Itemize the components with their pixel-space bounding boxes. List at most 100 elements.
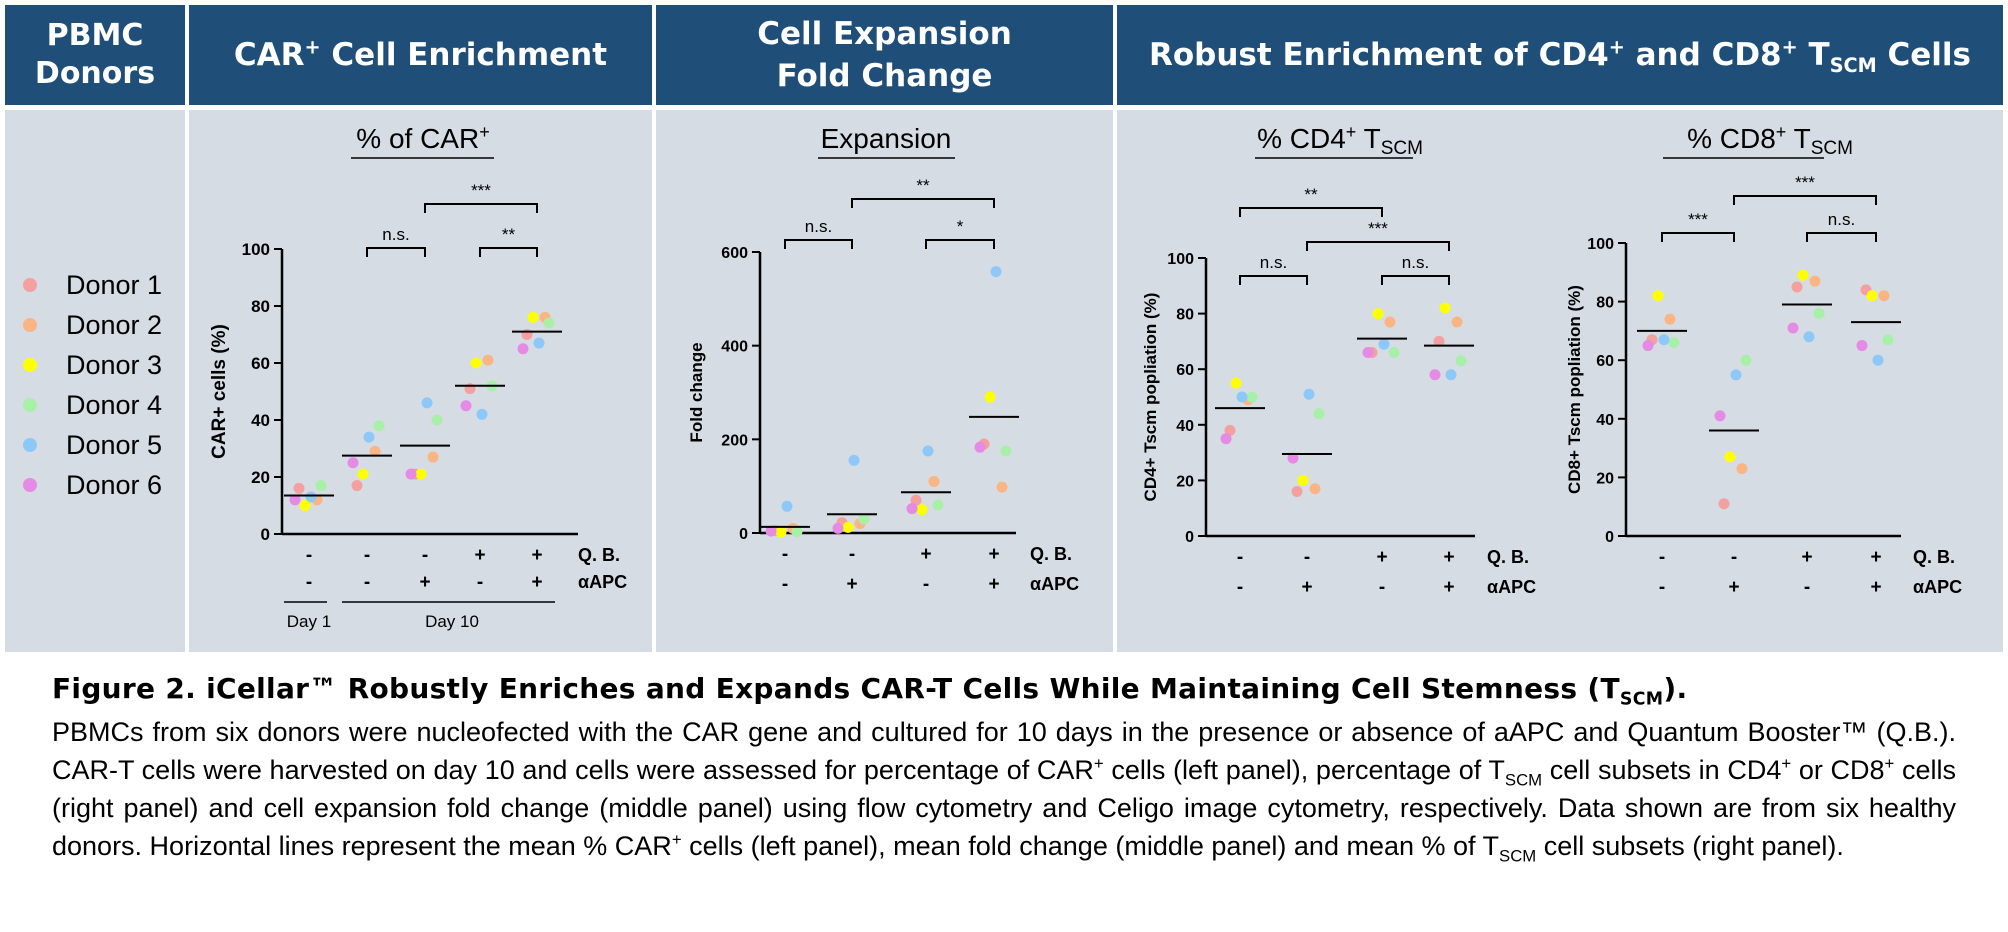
apc-sign: + xyxy=(988,574,999,595)
data-point-donor-5 xyxy=(1658,334,1670,346)
data-point-donor-4 xyxy=(431,414,443,426)
data-point-donor-3 xyxy=(1230,377,1242,389)
data-point-donor-1 xyxy=(293,482,305,494)
caption-title: Figure 2. iCellar™ Robustly Enriches and… xyxy=(52,672,1688,710)
significance-label: ** xyxy=(1304,185,1318,204)
legend-label-donor-4: Donor 4 xyxy=(66,390,162,420)
data-point-donor-5 xyxy=(1730,369,1742,381)
data-point-donor-1 xyxy=(1433,335,1445,347)
significance-label: * xyxy=(957,217,964,236)
data-point-donor-3 xyxy=(527,311,539,323)
data-point-donor-5 xyxy=(922,445,934,457)
legend-marker-donor-2 xyxy=(23,318,37,332)
data-point-donor-5 xyxy=(1445,369,1457,381)
header-car-enrichment: CAR+ Cell Enrichment xyxy=(189,5,652,105)
chart-title: % of CAR+ xyxy=(356,122,489,154)
qb-sign: - xyxy=(1304,547,1310,568)
tscm-panel-bg xyxy=(1117,110,2003,652)
qb-sign: + xyxy=(1376,547,1387,568)
legend-marker-donor-5 xyxy=(23,438,37,452)
significance-bracket xyxy=(1381,275,1450,285)
significance-bracket xyxy=(851,198,995,208)
significance-label: n.s. xyxy=(1260,253,1287,272)
data-point-donor-6 xyxy=(405,468,417,480)
qb-sign: - xyxy=(306,545,312,566)
data-point-donor-5 xyxy=(533,337,545,349)
y-tick-label: 80 xyxy=(251,297,270,316)
y-tick-label: 0 xyxy=(261,525,270,544)
data-point-donor-4 xyxy=(858,513,870,525)
chart-title: Expansion xyxy=(821,123,952,154)
chart-title: % CD4+ TSCM xyxy=(1257,122,1423,159)
data-point-donor-3 xyxy=(470,357,482,369)
data-point-donor-2 xyxy=(427,451,439,463)
data-point-donor-3 xyxy=(916,504,928,516)
significance-label: *** xyxy=(471,181,491,200)
apc-row-label: αAPC xyxy=(578,572,627,592)
data-point-donor-4 xyxy=(1668,337,1680,349)
data-point-donor-6 xyxy=(974,441,986,453)
data-point-donor-6 xyxy=(765,525,777,537)
data-point-donor-4 xyxy=(1388,347,1400,359)
data-point-donor-6 xyxy=(1787,322,1799,334)
qb-sign: + xyxy=(474,545,485,566)
apc-sign: - xyxy=(1379,577,1385,598)
qb-sign: + xyxy=(920,544,931,565)
y-tick-label: 60 xyxy=(1596,353,1614,370)
significance-bracket xyxy=(479,247,538,257)
data-point-donor-3 xyxy=(357,468,369,480)
apc-sign: - xyxy=(782,574,788,595)
data-point-donor-4 xyxy=(1455,355,1467,367)
apc-sign: + xyxy=(1870,577,1881,598)
data-point-donor-1 xyxy=(1718,498,1730,510)
qb-sign: - xyxy=(782,544,788,565)
significance-bracket xyxy=(784,239,853,249)
data-point-donor-3 xyxy=(775,526,787,538)
qb-row-label: Q. B. xyxy=(1030,544,1072,564)
data-point-donor-3 xyxy=(1797,269,1809,281)
apc-row-label: αAPC xyxy=(1030,574,1079,594)
y-axis-label: CAR+ cells (%) xyxy=(209,324,230,459)
data-point-donor-2 xyxy=(369,445,381,457)
significance-bracket xyxy=(424,203,538,213)
qb-sign: - xyxy=(849,544,855,565)
significance-label: n.s. xyxy=(1828,210,1855,229)
data-point-donor-4 xyxy=(315,480,327,492)
qb-sign: - xyxy=(422,545,428,566)
data-point-donor-3 xyxy=(984,391,996,403)
y-tick-label: 20 xyxy=(251,468,270,487)
significance-bracket xyxy=(1661,232,1735,242)
significance-label: *** xyxy=(1368,219,1388,238)
significance-bracket xyxy=(1239,275,1308,285)
y-tick-label: 0 xyxy=(1605,529,1614,546)
data-point-donor-6 xyxy=(1642,340,1654,352)
y-tick-label: 100 xyxy=(242,240,270,259)
qb-row-label: Q. B. xyxy=(1487,547,1529,567)
qb-sign: - xyxy=(364,545,370,566)
chart-title: % CD8+ TSCM xyxy=(1687,122,1853,159)
significance-bracket xyxy=(1733,195,1877,205)
data-point-donor-3 xyxy=(1652,290,1664,302)
data-point-donor-3 xyxy=(842,521,854,533)
apc-row-label: αAPC xyxy=(1487,577,1536,597)
data-point-donor-1 xyxy=(910,494,922,506)
qb-sign: - xyxy=(1237,547,1243,568)
qb-sign: + xyxy=(1870,547,1881,568)
y-tick-label: 20 xyxy=(1176,473,1194,490)
significance-bracket xyxy=(925,239,995,249)
car-panel-bg xyxy=(189,110,652,652)
data-point-donor-6 xyxy=(832,522,844,534)
data-point-donor-4 xyxy=(373,420,385,432)
legend-label-donor-1: Donor 1 xyxy=(66,270,162,300)
y-tick-label: 200 xyxy=(721,432,748,449)
caption-body: PBMCs from six donors were nucleofected … xyxy=(52,717,1956,866)
header-pbmc-donors-text: PBMC Donors xyxy=(34,18,156,91)
chart-panel-4: % CD8+ TSCM 0 20 40 60 80 100 CD8+ Tscm popliat… xyxy=(1565,122,1962,598)
y-tick-label: 40 xyxy=(1596,412,1614,429)
data-point-donor-6 xyxy=(347,457,359,469)
data-point-donor-4 xyxy=(932,499,944,511)
data-point-donor-6 xyxy=(1287,452,1299,464)
qb-sign: + xyxy=(1801,547,1812,568)
figure-caption: Figure 2. iCellar™ Robustly Enriches and… xyxy=(52,672,1956,865)
y-axis-label: Fold change xyxy=(687,342,706,442)
